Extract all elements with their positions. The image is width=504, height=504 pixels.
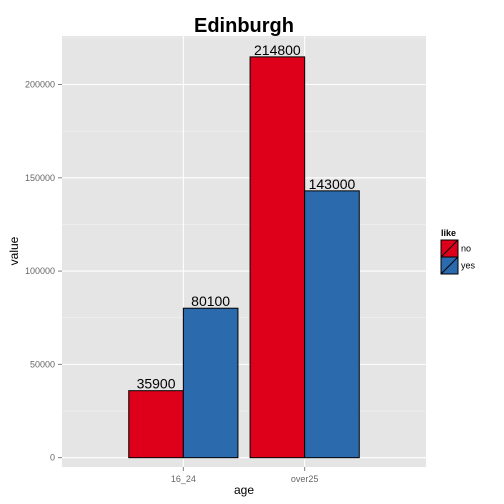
legend: like no yes [440, 228, 476, 275]
data-label: 35900 [137, 376, 176, 392]
y-tick-label: 0 [50, 453, 55, 463]
x-axis: 16_24 over25 [171, 467, 319, 484]
x-tick-label: 16_24 [171, 474, 196, 484]
legend-title: like [441, 228, 456, 238]
y-tick-label: 200000 [25, 80, 55, 90]
data-label: 214800 [254, 42, 301, 58]
y-axis-title: value [7, 236, 21, 265]
bar-no-over25 [249, 56, 306, 459]
bar-yes-over25 [304, 190, 360, 459]
bar-no-16_24 [128, 390, 184, 459]
bars-layer [128, 56, 360, 459]
legend-label-no: no [461, 244, 471, 254]
chart-title: Edinburgh [194, 15, 294, 37]
x-tick-label: over25 [291, 474, 319, 484]
data-label: 143000 [309, 176, 356, 192]
data-label: 80100 [191, 293, 230, 309]
y-axis: 0 50000 100000 150000 200000 [25, 80, 62, 463]
legend-key-slash [440, 256, 459, 275]
legend-label-yes: yes [461, 261, 476, 271]
x-axis-title: age [234, 483, 254, 497]
y-tick-label: 100000 [25, 266, 55, 276]
legend-key-slash [440, 239, 459, 258]
plot-panel [62, 36, 426, 467]
bar-yes-16_24 [182, 307, 239, 459]
data-labels-layer: 35900 80100 214800 143000 [137, 42, 356, 392]
y-tick-label: 50000 [30, 359, 55, 369]
y-tick-label: 150000 [25, 173, 55, 183]
